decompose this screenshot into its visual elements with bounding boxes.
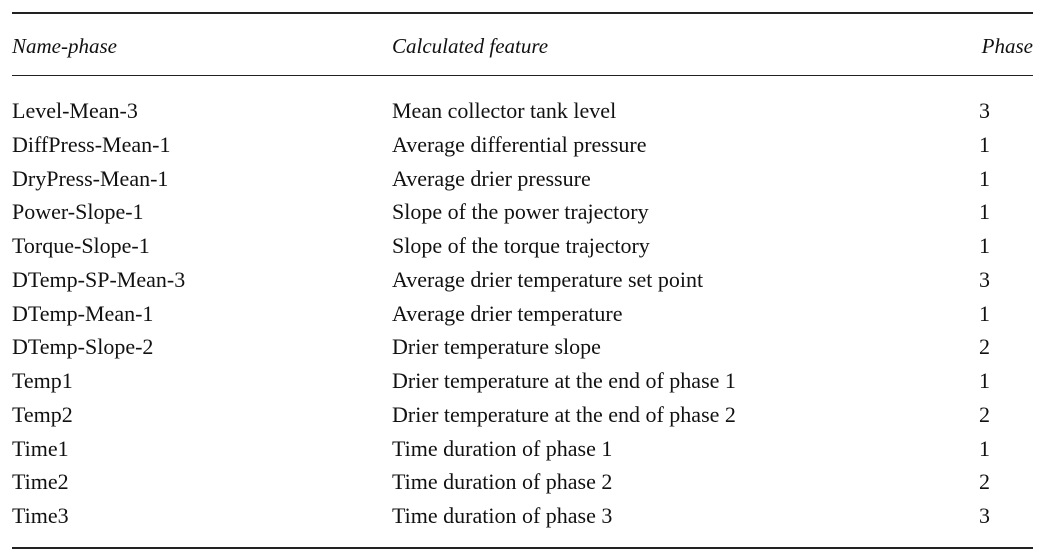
table-row: Temp1 Drier temperature at the end of pha… <box>12 364 1033 398</box>
cell-name-phase: DTemp-SP-Mean-3 <box>12 266 186 292</box>
header-calculated-feature: Calculated feature <box>392 34 549 58</box>
table-bottom-rule <box>12 546 1033 549</box>
cell-calculated-feature: Drier temperature slope <box>392 334 601 360</box>
cell-calculated-feature: Time duration of phase 2 <box>392 469 613 495</box>
cell-phase: 1 <box>979 368 990 393</box>
table-row: Level-Mean-3 Mean collector tank level 3 <box>12 94 1033 128</box>
cell-phase: 3 <box>979 98 990 123</box>
cell-calculated-feature: Average drier temperature set point <box>392 266 704 292</box>
cell-phase: 2 <box>979 334 990 360</box>
header-phase: Phase <box>981 34 1033 58</box>
cell-name-phase: DTemp-Slope-2 <box>12 334 154 360</box>
cell-phase: 2 <box>979 401 990 427</box>
header-name-phase: Name-phase <box>12 34 117 58</box>
cell-phase: 2 <box>979 469 990 495</box>
table-header-row: Name-phase Calculated feature Phase <box>12 14 1033 75</box>
cell-calculated-feature: Drier temperature at the end of phase 2 <box>392 401 736 427</box>
cell-calculated-feature: Slope of the torque trajectory <box>392 233 650 258</box>
cell-name-phase: DryPress-Mean-1 <box>12 165 169 191</box>
cell-name-phase: Torque-Slope-1 <box>12 233 150 258</box>
table-row: Power-Slope-1 Slope of the power trajecto… <box>12 195 1033 229</box>
cell-name-phase: DTemp-Mean-1 <box>12 300 154 326</box>
cell-calculated-feature: Average drier temperature <box>392 300 623 326</box>
feature-table: Name-phase Calculated feature Phase Leve… <box>12 12 1033 549</box>
cell-name-phase: Temp1 <box>12 368 73 393</box>
table-top-rule <box>12 12 1033 14</box>
cell-phase: 1 <box>979 435 990 461</box>
cell-calculated-feature: Time duration of phase 1 <box>392 435 613 461</box>
table-row: DiffPress-Mean-1 Average differential pre… <box>12 128 1033 162</box>
cell-name-phase: Time1 <box>12 435 69 461</box>
cell-calculated-feature: Average differential pressure <box>392 131 647 157</box>
cell-name-phase: Power-Slope-1 <box>12 199 144 225</box>
cell-calculated-feature: Mean collector tank level <box>392 98 617 123</box>
cell-phase: 3 <box>979 266 990 292</box>
table-row: Temp2 Drier temperature at the end of pha… <box>12 398 1033 432</box>
table-row: DTemp-SP-Mean-3 Average drier temperature… <box>12 263 1033 297</box>
cell-calculated-feature: Slope of the power trajectory <box>392 199 649 225</box>
cell-name-phase: DiffPress-Mean-1 <box>12 131 171 157</box>
cell-name-phase: Time2 <box>12 469 69 495</box>
cell-name-phase: Temp2 <box>12 401 73 427</box>
cell-calculated-feature: Drier temperature at the end of phase 1 <box>392 368 736 393</box>
cell-calculated-feature: Average drier pressure <box>392 165 591 191</box>
table-row: Time3 Time duration of phase 3 3 <box>12 499 1033 533</box>
cell-phase: 1 <box>979 165 990 191</box>
table-row: DTemp-Slope-2 Drier temperature slope 2 <box>12 330 1033 364</box>
cell-phase: 1 <box>979 300 990 326</box>
cell-name-phase: Time3 <box>12 503 69 528</box>
cell-name-phase: Level-Mean-3 <box>12 98 138 123</box>
table-header-rule <box>12 75 1033 76</box>
cell-phase: 1 <box>979 131 990 157</box>
table-row: DryPress-Mean-1 Average drier pressure 1 <box>12 162 1033 196</box>
cell-phase: 1 <box>979 233 990 258</box>
table-body: Level-Mean-3 Mean collector tank level 3 Di… <box>12 76 1033 547</box>
cell-phase: 3 <box>979 503 990 528</box>
table-row: Time2 Time duration of phase 2 2 <box>12 465 1033 499</box>
table-row: DTemp-Mean-1 Average drier temperature 1 <box>12 297 1033 331</box>
cell-phase: 1 <box>979 199 990 225</box>
cell-calculated-feature: Time duration of phase 3 <box>392 503 613 528</box>
table-row: Time1 Time duration of phase 1 1 <box>12 432 1033 466</box>
table-row: Torque-Slope-1 Slope of the torque trajec… <box>12 229 1033 263</box>
